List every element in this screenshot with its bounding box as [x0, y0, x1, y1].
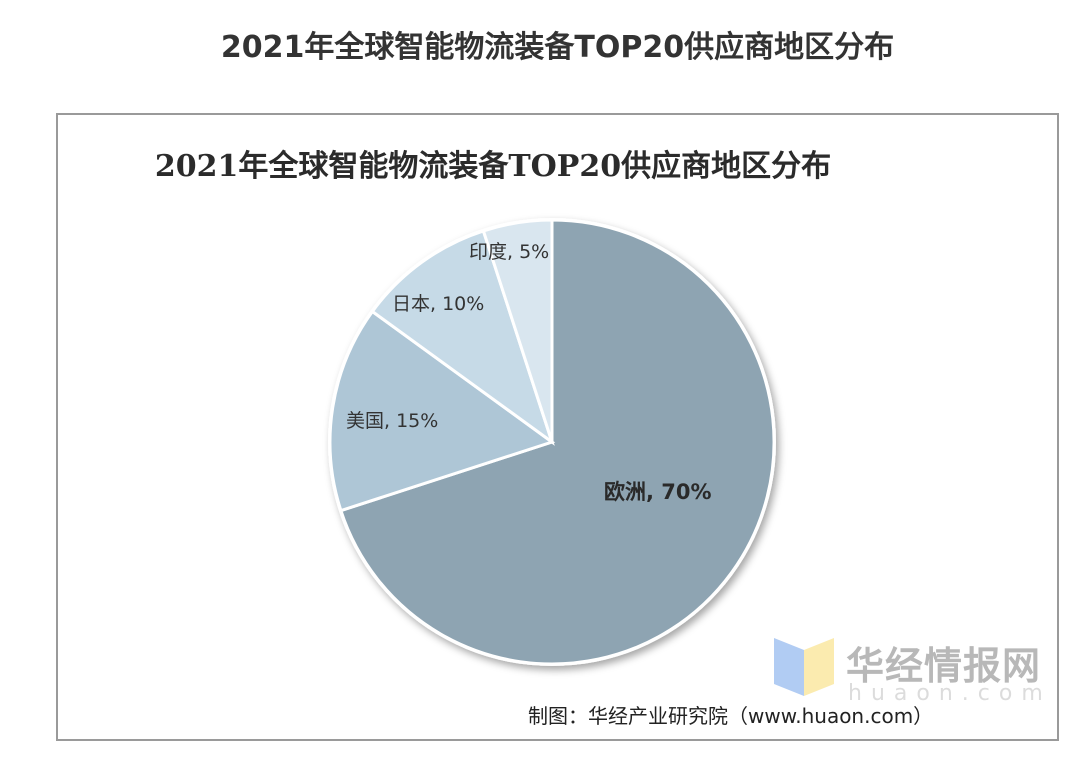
slice-europe[interactable]: [339, 218, 776, 666]
watermark-logo-icon: [774, 638, 834, 696]
pie-chart: 欧洲, 70% 美国, 15% 日本, 10% 印度, 5%: [328, 218, 776, 666]
watermark-url: huaon.com: [848, 681, 1052, 706]
label-usa: 美国, 15%: [346, 410, 438, 432]
chart-frame: 2021年全球智能物流装备TOP20供应商地区分布 欧洲, 70% 美国, 15…: [56, 113, 1059, 741]
page-title: 2021年全球智能物流装备TOP20供应商地区分布: [220, 30, 895, 65]
label-europe: 欧洲, 70%: [604, 480, 712, 504]
watermark-name: 华经情报网: [846, 644, 1042, 688]
slice-usa[interactable]: [328, 309, 556, 513]
chart-credit: 制图：华经产业研究院（www.huaon.com）: [528, 704, 934, 728]
chart-title: 2021年全球智能物流装备TOP20供应商地区分布: [154, 149, 832, 184]
slice-japan[interactable]: [370, 229, 555, 446]
label-japan: 日本, 10%: [392, 293, 484, 315]
slice-india[interactable]: [481, 218, 554, 443]
label-india: 印度, 5%: [469, 241, 549, 263]
